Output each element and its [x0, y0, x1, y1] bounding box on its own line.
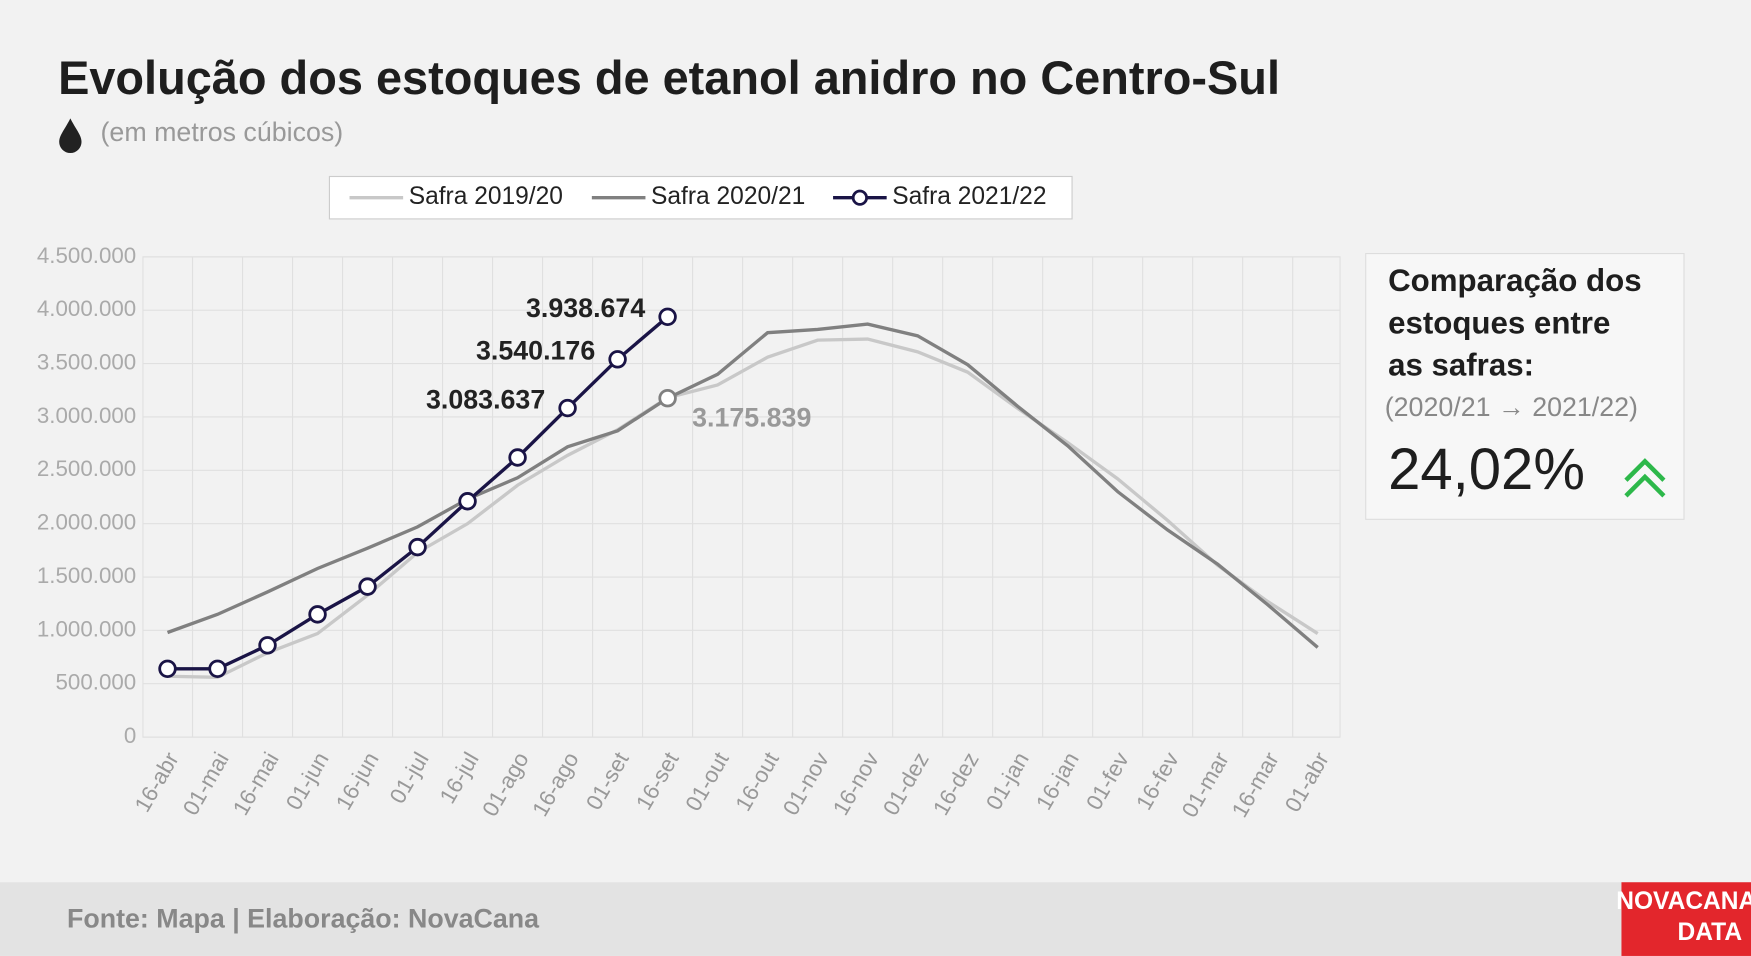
point-marker	[358, 577, 377, 596]
legend-label: Safra 2021/22	[892, 183, 1046, 210]
y-tick-label: 0	[124, 723, 136, 748]
point-marker	[308, 605, 327, 624]
panel-title: Comparação dos	[1388, 263, 1642, 298]
panel-subtitle: (2020/21 → 2021/22)	[1385, 392, 1638, 422]
point-marker	[158, 659, 177, 678]
panel-title: estoques entre	[1388, 305, 1610, 340]
point-marker	[558, 398, 577, 418]
up-icon	[1624, 458, 1666, 498]
logo-text: NOVACANA	[1616, 888, 1751, 915]
y-tick-label: 2.000.000	[37, 510, 136, 535]
drop-icon	[59, 118, 82, 154]
series-line	[167, 337, 1319, 680]
chart-subtitle: (em metros cúbicos)	[101, 117, 344, 147]
y-tick-label: 1.500.000	[37, 563, 136, 588]
point-marker	[458, 492, 477, 511]
legend-marker	[851, 189, 868, 206]
data-label: 3.175.839	[692, 402, 811, 432]
legend-label: Safra 2020/21	[651, 183, 805, 210]
y-tick-label: 3.500.000	[37, 350, 136, 375]
footer-bar	[0, 882, 1751, 956]
data-label: 3.083.637	[426, 384, 545, 414]
chart-title: Evolução dos estoques de etanol anidro n…	[58, 52, 1280, 104]
panel-value: 24,02%	[1388, 437, 1585, 502]
y-tick-label: 1.000.000	[37, 616, 136, 641]
point-marker	[258, 636, 277, 655]
point-marker	[208, 659, 227, 678]
data-label: 3.938.674	[526, 293, 645, 323]
footer-source: Fonte: Mapa | Elaboração: NovaCana	[67, 903, 540, 933]
logo-text: DATA	[1678, 919, 1743, 946]
point-marker	[508, 448, 527, 467]
y-tick-label: 2.500.000	[37, 456, 136, 481]
y-tick-label: 4.000.000	[37, 296, 136, 321]
point-marker	[608, 350, 627, 369]
y-tick-label: 4.500.000	[37, 243, 136, 268]
series-line	[166, 322, 1319, 649]
legend	[328, 175, 1073, 220]
y-tick-label: 500.000	[56, 670, 137, 695]
data-label: 3.540.176	[476, 336, 595, 366]
plot-area	[142, 256, 1341, 738]
legend-label: Safra 2019/20	[409, 183, 563, 210]
logo	[1621, 882, 1751, 956]
point-marker	[658, 388, 677, 408]
point-marker	[408, 537, 427, 557]
point-marker	[658, 307, 677, 327]
panel-title: as safras:	[1388, 348, 1534, 383]
y-tick-label: 3.000.000	[37, 403, 136, 428]
